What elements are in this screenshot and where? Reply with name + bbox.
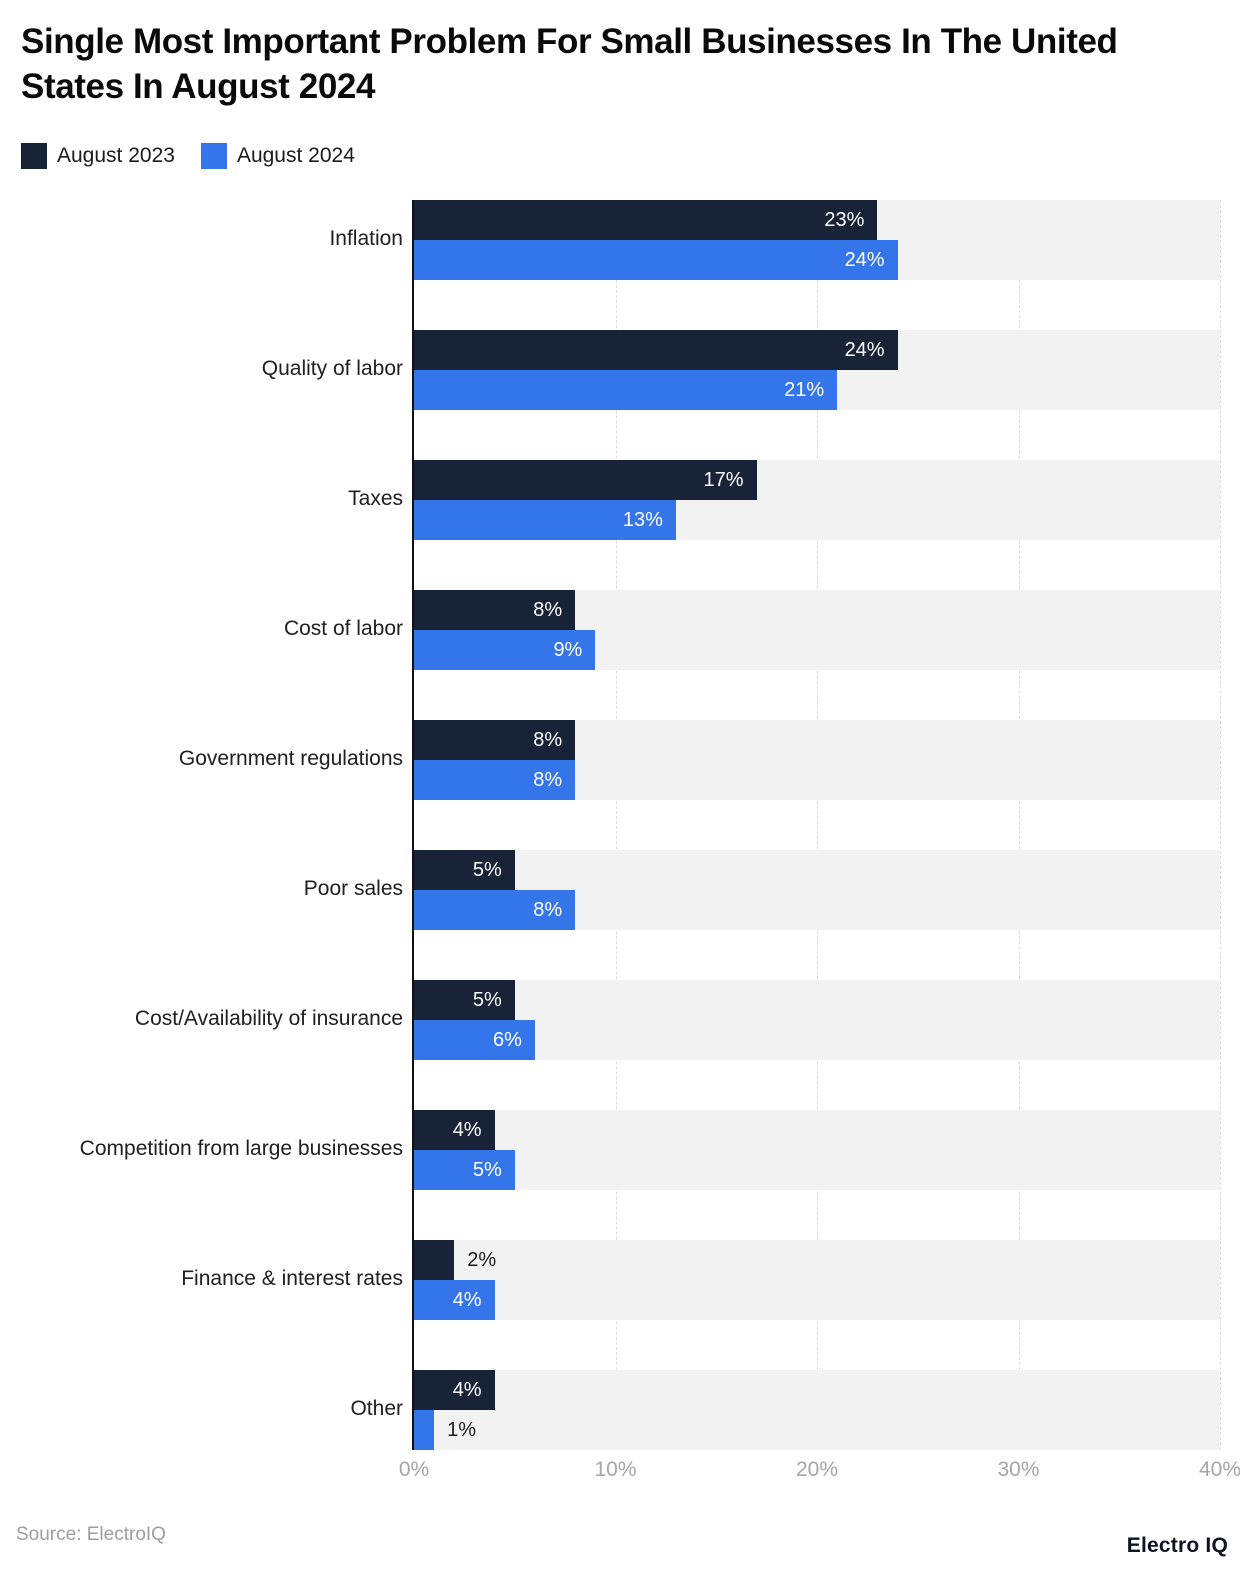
gridline-40%: [1220, 200, 1221, 1450]
category-label: Taxes: [348, 487, 403, 510]
x-tick-label: 40%: [1198, 1458, 1240, 1481]
value-label: 5%: [472, 859, 502, 881]
chart-title: Single Most Important Problem For Small …: [21, 22, 1118, 106]
value-label: 8%: [533, 769, 563, 791]
bar-august-2023: [414, 1240, 455, 1280]
bar-august-2024: [414, 760, 576, 800]
bar-august-2023: [414, 200, 878, 240]
category-label: Competition from large businesses: [79, 1137, 403, 1160]
value-label: 23%: [824, 209, 865, 231]
bar-august-2024: [414, 1150, 515, 1190]
row-band: [414, 1370, 1220, 1450]
x-axis-line: [412, 200, 414, 1450]
row-band: [414, 1110, 1220, 1190]
legend: August 2023 August 2024: [21, 143, 355, 169]
gridline-20%: [817, 200, 818, 1450]
bar-august-2024: [414, 240, 898, 280]
bar-august-2024: [414, 630, 596, 670]
value-label: 4%: [452, 1289, 482, 1311]
bar-august-2023: [414, 720, 576, 760]
bar-august-2024: [414, 370, 838, 410]
bar-august-2023: [414, 850, 515, 890]
category-label: Poor sales: [303, 877, 403, 900]
value-label: 21%: [784, 379, 825, 401]
bar-august-2024: [414, 1410, 435, 1450]
value-label: 4%: [452, 1119, 482, 1141]
value-label: 8%: [533, 729, 563, 751]
value-label: 5%: [472, 989, 502, 1011]
legend-label-august-2023: August 2023: [57, 144, 175, 167]
category-label: Quality of labor: [261, 357, 403, 380]
bar-august-2023: [414, 460, 757, 500]
category-label: Government regulations: [178, 747, 403, 770]
category-label: Inflation: [329, 227, 403, 250]
x-tick-label: 30%: [997, 1458, 1040, 1481]
x-tick-label: 0%: [398, 1458, 430, 1481]
category-label: Finance & interest rates: [181, 1267, 403, 1290]
value-label: 8%: [533, 599, 563, 621]
x-tick-label: 10%: [594, 1458, 637, 1481]
bar-august-2023: [414, 590, 576, 630]
bar-august-2024: [414, 890, 576, 930]
legend-swatch-august-2024: [200, 143, 227, 169]
value-label: 24%: [844, 339, 885, 361]
category-label: Cost/Availability of insurance: [134, 1007, 403, 1030]
brand-logo: Electro IQ: [1126, 1534, 1228, 1557]
value-label: 4%: [452, 1379, 482, 1401]
row-band: [414, 980, 1220, 1060]
bar-august-2023: [414, 1110, 495, 1150]
value-label: 8%: [533, 899, 563, 921]
bar-august-2023: [414, 1370, 495, 1410]
value-label: 9%: [553, 639, 583, 661]
gridline-30%: [1018, 200, 1020, 1450]
legend-item-august-2023[interactable]: August 2023: [21, 143, 175, 169]
value-label: 6%: [492, 1029, 522, 1051]
value-label: 1%: [447, 1419, 477, 1441]
bar-august-2023: [414, 330, 898, 370]
category-label: Cost of labor: [283, 617, 403, 640]
value-label: 24%: [844, 249, 885, 271]
legend-label-august-2024: August 2024: [236, 144, 355, 167]
x-tick-label: 20%: [795, 1458, 839, 1481]
value-label: 13%: [622, 509, 663, 531]
category-label: Other: [350, 1397, 403, 1420]
legend-item-august-2024[interactable]: August 2024: [200, 143, 355, 169]
bar-august-2024: [414, 1280, 495, 1320]
value-label: 17%: [703, 469, 744, 491]
source-note: Source: ElectroIQ: [16, 1524, 166, 1545]
gridline-10%: [615, 200, 617, 1450]
bar-august-2024: [414, 1020, 535, 1060]
value-label: 5%: [472, 1159, 502, 1181]
legend-swatch-august-2023: [21, 143, 47, 169]
bar-august-2024: [414, 500, 676, 540]
value-label: 2%: [467, 1249, 497, 1271]
row-band: [414, 1240, 1220, 1320]
bar-august-2023: [414, 980, 515, 1020]
